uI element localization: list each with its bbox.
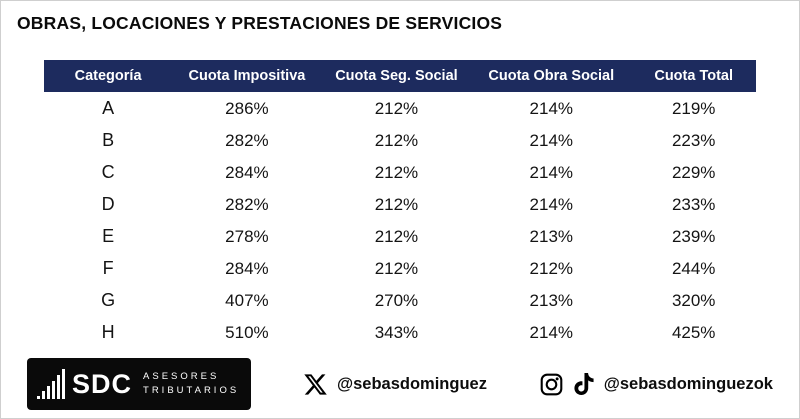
cell-obra-social: 214% [529, 130, 574, 150]
instagram-icon [540, 373, 563, 395]
cell-seg-social: 212% [374, 258, 419, 278]
cell-obra-social: 213% [529, 290, 574, 310]
logo-subtitle-line1: ASESORES [143, 370, 220, 382]
column-header-cuota-total: Cuota Total [631, 60, 756, 92]
table-row: D 282% 212% 214% 233% [44, 188, 756, 220]
table-row: F 284% 212% 212% 244% [44, 252, 756, 284]
table-row: H 510% 343% 214% 425% [44, 316, 756, 348]
cell-obra-social: 214% [529, 98, 574, 118]
cell-obra-social: 214% [529, 194, 574, 214]
cell-total: 239% [671, 226, 716, 246]
instagram-tiktok-handle-group: @sebasdominguezok [539, 372, 773, 397]
cell-obra-social: 213% [529, 226, 574, 246]
cell-impositiva: 284% [225, 258, 269, 278]
table-row: B 282% 212% 214% 223% [44, 124, 756, 156]
cell-impositiva: 407% [225, 290, 269, 310]
cell-total: 219% [671, 98, 716, 118]
cell-categoria: G [101, 290, 116, 310]
cell-total: 425% [671, 322, 716, 342]
cell-seg-social: 212% [374, 226, 419, 246]
cell-seg-social: 343% [374, 322, 419, 342]
cell-impositiva: 284% [225, 162, 269, 182]
cell-categoria: B [102, 130, 115, 150]
table-row: C 284% 212% 214% 229% [44, 156, 756, 188]
cell-obra-social: 214% [529, 322, 574, 342]
cell-seg-social: 212% [374, 98, 419, 118]
column-header-categoria: Categoría [44, 60, 173, 92]
cell-seg-social: 212% [374, 194, 419, 214]
cell-categoria: F [102, 258, 114, 278]
table-row: G 407% 270% 213% 320% [44, 284, 756, 316]
cell-total: 223% [671, 130, 716, 150]
cell-categoria: A [102, 98, 115, 118]
footer: SDC ASESORES TRIBUTARIOS @sebasdominguez… [27, 358, 773, 410]
cell-total: 233% [671, 194, 716, 214]
cell-categoria: D [101, 194, 115, 214]
cell-categoria: C [101, 162, 115, 182]
table-header-row: Categoría Cuota Impositiva Cuota Seg. So… [44, 60, 756, 92]
cell-impositiva: 282% [225, 130, 269, 150]
instagram-tiktok-handle: @sebasdominguezok [603, 374, 773, 393]
cell-obra-social: 214% [529, 162, 574, 182]
cell-obra-social: 212% [529, 258, 574, 278]
cell-seg-social: 212% [374, 130, 419, 150]
column-header-cuota-seg-social: Cuota Seg. Social [321, 60, 472, 92]
page-title: OBRAS, LOCACIONES Y PRESTACIONES DE SERV… [17, 13, 503, 33]
cell-seg-social: 270% [374, 290, 419, 310]
cell-impositiva: 286% [225, 98, 269, 118]
cell-total: 244% [671, 258, 716, 278]
cell-categoria: E [102, 226, 115, 246]
cell-total: 229% [671, 162, 716, 182]
cell-impositiva: 282% [225, 194, 269, 214]
logo-subtitle-line2: TRIBUTARIOS [143, 385, 240, 396]
sdc-logo: SDC ASESORES TRIBUTARIOS [27, 358, 252, 410]
x-icon [304, 373, 327, 395]
rates-table: Categoría Cuota Impositiva Cuota Seg. So… [44, 60, 756, 348]
cell-categoria: H [101, 322, 115, 342]
table-row: A 286% 212% 214% 219% [44, 92, 756, 124]
logo-subtitle: ASESORES TRIBUTARIOS [143, 370, 239, 399]
tiktok-icon [574, 373, 594, 395]
logo-text: SDC [72, 368, 133, 399]
column-header-cuota-obra-social: Cuota Obra Social [471, 60, 632, 92]
cell-impositiva: 278% [225, 226, 269, 246]
cell-total: 320% [671, 290, 716, 310]
x-handle: @sebasdominguez [337, 374, 487, 393]
x-handle-group: @sebasdominguez [303, 372, 487, 397]
cell-seg-social: 212% [374, 162, 419, 182]
column-header-cuota-impositiva: Cuota Impositiva [172, 60, 322, 92]
bar-chart-icon [37, 369, 65, 399]
cell-impositiva: 510% [225, 322, 269, 342]
table-row: E 278% 212% 213% 239% [44, 220, 756, 252]
